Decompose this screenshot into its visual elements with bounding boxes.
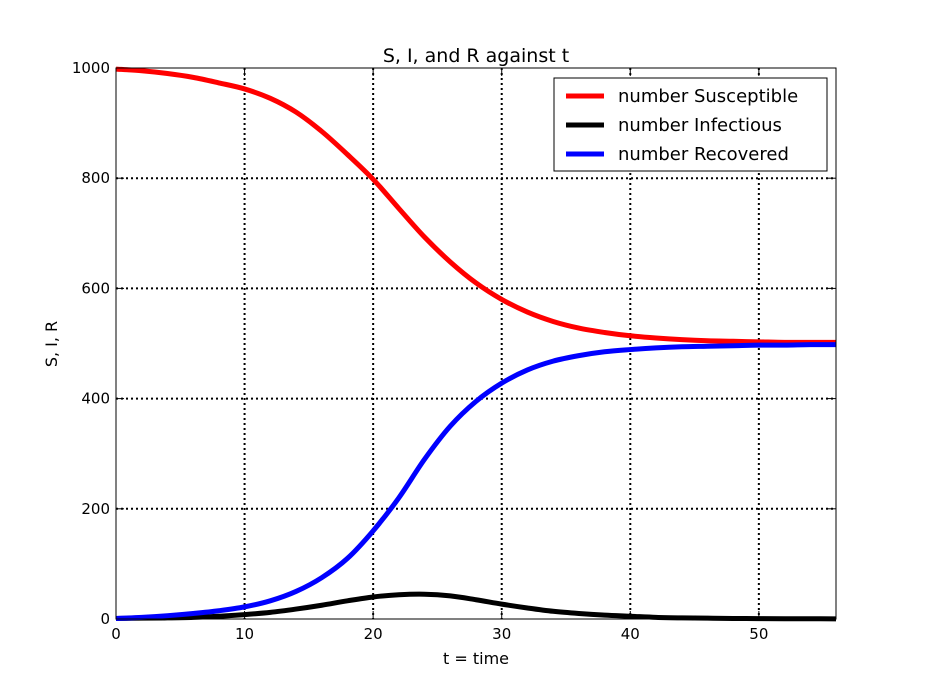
x-tick-label: 10 — [235, 625, 254, 643]
series-line-2 — [115, 342, 837, 621]
y-tick-label: 0 — [100, 610, 110, 628]
y-tick-label: 800 — [81, 169, 110, 187]
axis-ticks: 0 10 20 30 40 50 0 200 400 600 800 1000 — [72, 59, 836, 643]
y-axis-label: S, I, R — [42, 321, 61, 367]
legend-label-1: number Infectious — [618, 115, 782, 136]
x-axis-label: t = time — [443, 649, 509, 668]
series-lines — [115, 66, 837, 622]
legend-label-2: number Recovered — [618, 144, 789, 165]
legend: number Susceptible number Infectious numbe… — [553, 77, 828, 172]
x-tick-label: 40 — [621, 625, 640, 643]
y-tick-label: 200 — [81, 500, 110, 518]
y-tick-label: 400 — [81, 390, 110, 408]
y-tick-label: 600 — [81, 279, 110, 297]
y-tick-label: 1000 — [72, 59, 110, 77]
x-tick-label: 20 — [364, 625, 383, 643]
x-tick-label: 0 — [111, 625, 121, 643]
series-line-1 — [115, 591, 837, 622]
legend-label-0: number Susceptible — [618, 86, 798, 107]
x-tick-label: 50 — [749, 625, 768, 643]
series-line-0 — [115, 66, 836, 345]
plot-area-frame — [115, 67, 837, 620]
x-tick-label: 30 — [492, 625, 511, 643]
chart-title: S, I, and R against t — [383, 45, 569, 67]
